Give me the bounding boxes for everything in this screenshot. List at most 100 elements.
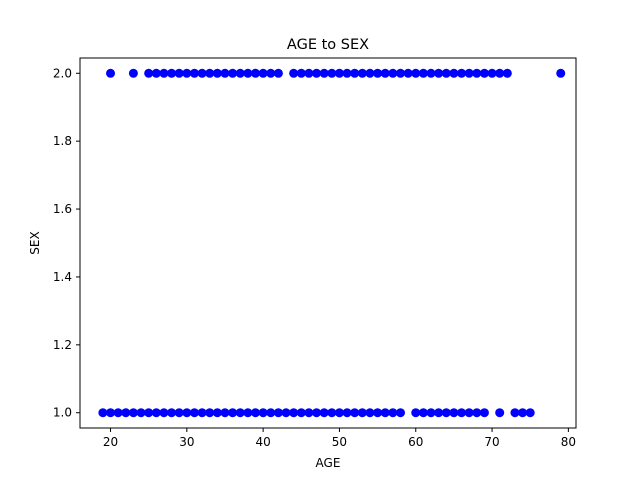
data-point — [106, 68, 116, 78]
data-point — [418, 408, 428, 418]
data-point — [281, 408, 291, 418]
data-point — [159, 408, 169, 418]
x-tick-label: 60 — [408, 435, 423, 449]
x-axis: 20 30 40 50 60 70 80 — [103, 428, 576, 449]
data-point — [128, 68, 138, 78]
data-point — [258, 408, 268, 418]
data-point — [289, 408, 299, 418]
data-point — [228, 408, 238, 418]
data-point — [197, 408, 207, 418]
data-point — [457, 408, 467, 418]
data-point — [327, 408, 337, 418]
data-point — [518, 408, 528, 418]
data-point — [182, 68, 192, 78]
data-point — [243, 68, 253, 78]
data-point — [350, 68, 360, 78]
data-point — [457, 68, 467, 78]
data-point — [365, 408, 375, 418]
data-point — [273, 408, 283, 418]
data-point — [144, 68, 154, 78]
data-point — [449, 408, 459, 418]
data-point — [197, 68, 207, 78]
data-point — [220, 408, 230, 418]
data-point — [319, 408, 329, 418]
data-point — [151, 68, 161, 78]
data-point — [441, 408, 451, 418]
data-point — [251, 68, 261, 78]
data-point — [258, 68, 268, 78]
data-point — [212, 68, 222, 78]
data-point — [144, 408, 154, 418]
data-point — [556, 68, 566, 78]
data-point — [174, 408, 184, 418]
data-point — [312, 408, 322, 418]
data-point — [273, 68, 283, 78]
data-point — [266, 408, 276, 418]
data-point — [388, 408, 398, 418]
data-point — [243, 408, 253, 418]
data-point — [319, 68, 329, 78]
data-point — [235, 68, 245, 78]
data-point — [304, 68, 314, 78]
y-tick-label: 1.6 — [53, 202, 72, 216]
data-point — [167, 68, 177, 78]
data-point — [235, 408, 245, 418]
points-layer — [98, 68, 566, 418]
data-point — [472, 68, 482, 78]
data-point — [502, 68, 512, 78]
data-point — [98, 408, 108, 418]
data-point — [266, 68, 276, 78]
data-point — [464, 68, 474, 78]
y-axis-label: SEX — [28, 231, 42, 254]
data-point — [388, 68, 398, 78]
data-point — [205, 68, 215, 78]
x-tick-label: 30 — [179, 435, 194, 449]
data-point — [228, 68, 238, 78]
data-point — [418, 68, 428, 78]
data-point — [334, 408, 344, 418]
y-tick-label: 1.2 — [53, 338, 72, 352]
data-point — [220, 68, 230, 78]
x-tick-label: 20 — [103, 435, 118, 449]
data-point — [189, 408, 199, 418]
y-tick-label: 1.8 — [53, 134, 72, 148]
data-point — [174, 68, 184, 78]
y-tick-label: 2.0 — [53, 66, 72, 80]
data-point — [434, 68, 444, 78]
data-point — [342, 408, 352, 418]
x-axis-label: AGE — [316, 456, 341, 470]
data-point — [106, 408, 116, 418]
data-point — [479, 408, 489, 418]
data-point — [441, 68, 451, 78]
data-point — [365, 68, 375, 78]
data-point — [479, 68, 489, 78]
data-point — [151, 408, 161, 418]
x-tick-label: 50 — [332, 435, 347, 449]
data-point — [334, 68, 344, 78]
data-point — [434, 408, 444, 418]
data-point — [327, 68, 337, 78]
data-point — [373, 68, 383, 78]
data-point — [136, 408, 146, 418]
data-point — [121, 408, 131, 418]
data-point — [212, 408, 222, 418]
data-point — [449, 68, 459, 78]
data-point — [510, 408, 520, 418]
data-point — [525, 408, 535, 418]
data-point — [205, 408, 215, 418]
y-axis: 1.0 1.2 1.4 1.6 1.8 2.0 — [53, 66, 80, 420]
data-point — [395, 408, 405, 418]
data-point — [312, 68, 322, 78]
data-point — [342, 68, 352, 78]
data-point — [296, 408, 306, 418]
y-tick-label: 1.4 — [53, 270, 72, 284]
data-point — [182, 408, 192, 418]
data-point — [167, 408, 177, 418]
data-point — [289, 68, 299, 78]
data-point — [464, 408, 474, 418]
data-point — [495, 68, 505, 78]
data-point — [296, 68, 306, 78]
data-point — [426, 68, 436, 78]
data-point — [380, 408, 390, 418]
